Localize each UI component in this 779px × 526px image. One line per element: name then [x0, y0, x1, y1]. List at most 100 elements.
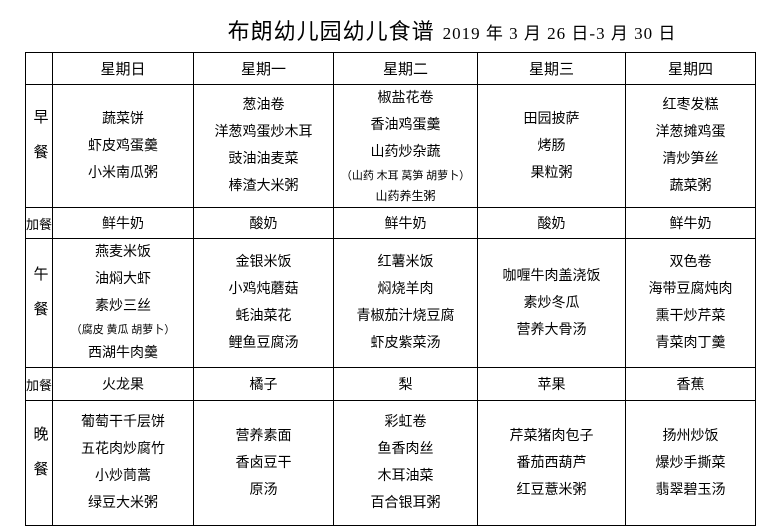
- menu-item-ingredients: （腐皮 黄瓜 胡萝卜）: [70, 324, 176, 336]
- menu-item: 彩虹卷: [384, 415, 427, 430]
- menu-cell: 芹菜猪肉包子 番茄西葫芦 红豆薏米粥: [477, 400, 626, 526]
- afternoon-snack-row: 加餐 火龙果 橘子 梨 苹果 香蕉: [25, 367, 756, 401]
- menu-item: 烤肠: [537, 138, 566, 154]
- menu-item: 小炒茼蒿: [95, 469, 151, 484]
- menu-item: 蔬菜粥: [669, 179, 712, 194]
- menu-item: 鲤鱼豆腐汤: [228, 336, 299, 351]
- menu-cell: 橘子: [193, 367, 334, 401]
- menu-item: 素炒三丝: [95, 299, 151, 314]
- lunch-row: 午餐 燕麦米饭 油焖大虾 素炒三丝 （腐皮 黄瓜 胡萝卜） 西湖牛肉羹 金银米饭…: [25, 238, 756, 368]
- menu-item: 双色卷: [669, 255, 712, 270]
- menu-cell: 火龙果: [52, 367, 194, 401]
- menu-item: 蚝油菜花: [235, 309, 292, 324]
- menu-item: 营养素面: [235, 428, 292, 444]
- menu-item: 原汤: [249, 482, 278, 498]
- menu-table: 星期日 星期一 星期二 星期三 星期四 早餐 蔬菜饼 虾皮鸡蛋羹 小米南瓜粥 葱…: [25, 52, 756, 526]
- menu-item: 营养大骨汤: [516, 322, 587, 338]
- menu-item: 田园披萨: [523, 111, 580, 127]
- day-header-thursday: 星期四: [625, 52, 756, 85]
- menu-item: 果粒粥: [530, 165, 573, 181]
- meal-label-text: 晚餐: [31, 425, 48, 496]
- menu-item: 虾皮鸡蛋羹: [88, 138, 158, 154]
- menu-cell: 红薯米饭 焖烧羊肉 青椒茄汁烧豆腐 虾皮紫菜汤: [333, 238, 478, 368]
- menu-item-ingredients: （山药 木耳 莴笋 胡萝卜）: [340, 170, 471, 182]
- menu-item: 青菜肉丁羹: [655, 336, 726, 351]
- menu-item: 红豆薏米粥: [516, 482, 587, 498]
- dinner-row: 晚餐 葡萄干千层饼 五花肉炒腐竹 小炒茼蒿 绿豆大米粥 营养素面 香卤豆干 原汤…: [25, 400, 756, 526]
- day-header-wednesday: 星期三: [477, 52, 626, 85]
- meal-label-text: 早餐: [31, 108, 48, 179]
- morning-snack-row: 加餐 鲜牛奶 酸奶 鲜牛奶 酸奶 鲜牛奶: [25, 207, 756, 239]
- menu-item: 洋葱鸡蛋炒木耳: [214, 125, 313, 140]
- menu-cell: 扬州炒饭 爆炒手撕菜 翡翠碧玉汤: [625, 400, 756, 526]
- menu-item: 红薯米饭: [377, 255, 434, 270]
- menu-item: 山药养生粥: [375, 189, 436, 203]
- menu-item: 红枣发糕: [662, 98, 719, 113]
- menu-cell: 彩虹卷 鱼香肉丝 木耳油菜 百合银耳粥: [333, 400, 478, 526]
- menu-cell: 椒盐花卷 香油鸡蛋羹 山药炒杂蔬 （山药 木耳 莴笋 胡萝卜） 山药养生粥: [333, 84, 478, 208]
- menu-item: 翡翠碧玉汤: [655, 482, 726, 498]
- menu-cell: 双色卷 海带豆腐炖肉 熏干炒芹菜 青菜肉丁羹: [625, 238, 756, 368]
- menu-item: 香油鸡蛋羹: [370, 118, 441, 133]
- meal-label-text: 午餐: [31, 265, 48, 336]
- menu-item: 木耳油菜: [377, 469, 434, 484]
- meal-label-snack: 加餐: [25, 207, 53, 239]
- menu-item: 百合银耳粥: [370, 496, 441, 511]
- menu-item: 扬州炒饭: [662, 428, 719, 444]
- menu-item: 番茄西葫芦: [516, 455, 587, 471]
- menu-cell: 葡萄干千层饼 五花肉炒腐竹 小炒茼蒿 绿豆大米粥: [52, 400, 194, 526]
- menu-cell: 燕麦米饭 油焖大虾 素炒三丝 （腐皮 黄瓜 胡萝卜） 西湖牛肉羹: [52, 238, 194, 368]
- menu-item: 小鸡炖蘑菇: [228, 282, 299, 297]
- menu-cell: 苹果: [477, 367, 626, 401]
- menu-cell: 葱油卷 洋葱鸡蛋炒木耳 豉油油麦菜 棒渣大米粥: [193, 84, 334, 208]
- menu-item: 椒盐花卷: [377, 91, 434, 106]
- menu-item: 熏干炒芹菜: [655, 309, 726, 324]
- menu-item: 素炒冬瓜: [523, 295, 580, 311]
- table-header-row: 星期日 星期一 星期二 星期三 星期四: [25, 52, 756, 85]
- menu-item: 西湖牛肉羹: [88, 346, 158, 361]
- menu-item: 芹菜猪肉包子: [509, 428, 594, 444]
- menu-item: 油焖大虾: [95, 272, 151, 287]
- menu-item: 燕麦米饭: [95, 245, 151, 260]
- menu-item: 五花肉炒腐竹: [81, 442, 165, 457]
- menu-cell: 酸奶: [477, 207, 626, 239]
- menu-cell: 红枣发糕 洋葱摊鸡蛋 清炒笋丝 蔬菜粥: [625, 84, 756, 208]
- corner-cell: [25, 52, 53, 85]
- menu-item: 绿豆大米粥: [88, 496, 158, 511]
- menu-item: 鱼香肉丝: [377, 442, 434, 457]
- breakfast-row: 早餐 蔬菜饼 虾皮鸡蛋羹 小米南瓜粥 葱油卷 洋葱鸡蛋炒木耳 豉油油麦菜 棒渣大…: [25, 84, 756, 208]
- menu-item: 清炒笋丝: [662, 152, 719, 167]
- menu-item: 虾皮紫菜汤: [370, 336, 441, 351]
- document-title: 布朗幼儿园幼儿食谱 2019 年 3 月 26 日-3 月 30 日: [87, 14, 779, 46]
- menu-cell: 梨: [333, 367, 478, 401]
- menu-item: 海带豆腐炖肉: [648, 282, 733, 297]
- meal-label-snack: 加餐: [25, 367, 53, 401]
- menu-item: 焖烧羊肉: [377, 282, 434, 297]
- menu-cell: 蔬菜饼 虾皮鸡蛋羹 小米南瓜粥: [52, 84, 194, 208]
- menu-item: 豉油油麦菜: [228, 152, 299, 167]
- menu-item: 青椒茄汁烧豆腐: [356, 309, 455, 324]
- menu-item: 爆炒手撕菜: [655, 455, 726, 471]
- day-header-sunday: 星期日: [52, 52, 194, 85]
- menu-item: 香卤豆干: [235, 455, 292, 471]
- menu-item: 棒渣大米粥: [228, 179, 299, 194]
- menu-item: 金银米饭: [235, 255, 292, 270]
- menu-item: 小米南瓜粥: [88, 165, 158, 181]
- menu-cell: 田园披萨 烤肠 果粒粥: [477, 84, 626, 208]
- menu-item: 洋葱摊鸡蛋: [655, 125, 726, 140]
- menu-cell: 酸奶: [193, 207, 334, 239]
- page-title: 布朗幼儿园幼儿食谱: [227, 19, 435, 44]
- menu-cell: 金银米饭 小鸡炖蘑菇 蚝油菜花 鲤鱼豆腐汤: [193, 238, 334, 368]
- menu-cell: 鲜牛奶: [52, 207, 194, 239]
- menu-item: 蔬菜饼: [102, 111, 144, 127]
- menu-item: 葡萄干千层饼: [81, 415, 165, 430]
- menu-cell: 鲜牛奶: [625, 207, 756, 239]
- menu-cell: 咖喱牛肉盖浇饭 素炒冬瓜 营养大骨汤: [477, 238, 626, 368]
- meal-label-breakfast: 早餐: [25, 84, 53, 208]
- menu-item: 葱油卷: [242, 98, 285, 113]
- menu-item: 山药炒杂蔬: [370, 145, 441, 160]
- menu-cell: 香蕉: [625, 367, 756, 401]
- day-header-tuesday: 星期二: [333, 52, 478, 85]
- menu-cell: 营养素面 香卤豆干 原汤: [193, 400, 334, 526]
- meal-label-lunch: 午餐: [25, 238, 53, 368]
